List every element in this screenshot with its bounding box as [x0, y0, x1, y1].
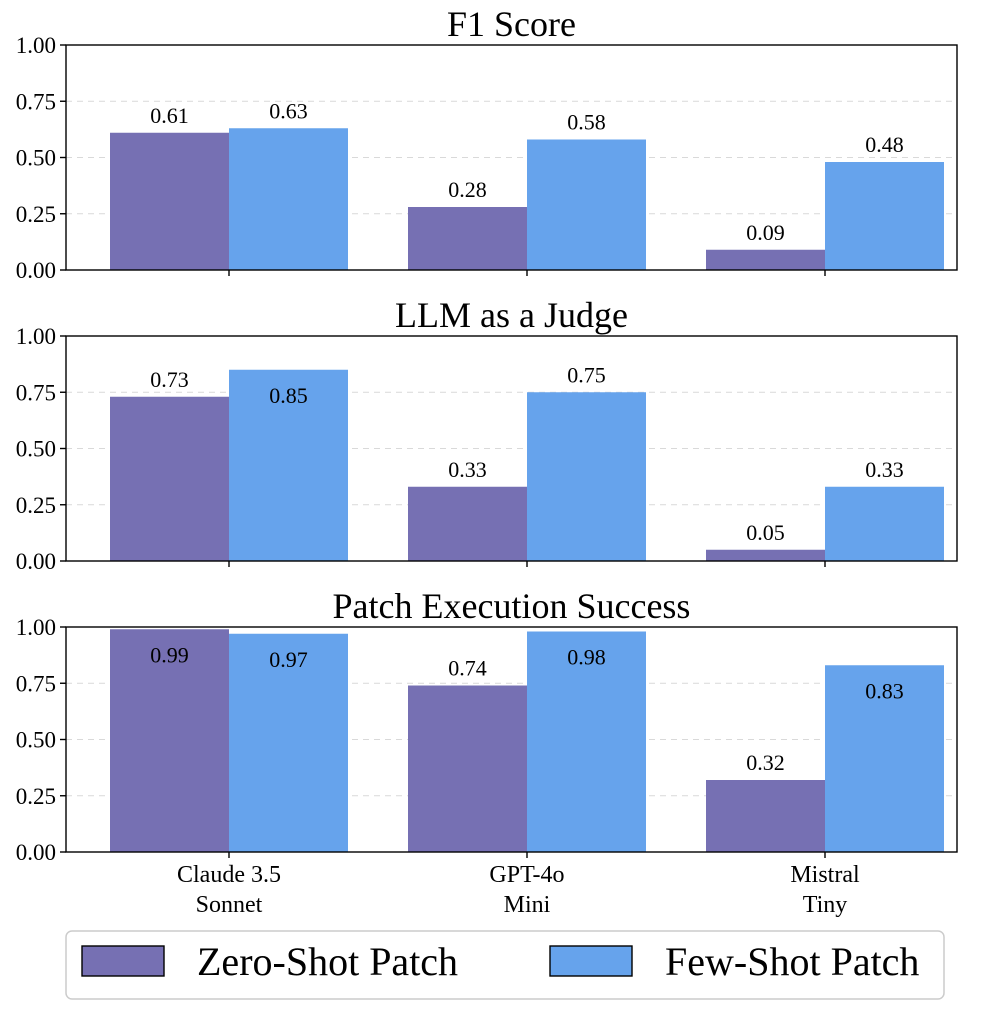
bar-zero-shot-1 [110, 132, 229, 270]
y-tick-label: 0.25 [16, 784, 56, 809]
data-label: 0.83 [865, 678, 904, 703]
bar-few-shot-1 [229, 128, 348, 270]
y-tick-label: 1.00 [16, 33, 56, 58]
data-label: 0.73 [150, 367, 189, 392]
data-label: 0.33 [865, 457, 904, 482]
data-label: 0.09 [746, 220, 785, 245]
data-label: 0.85 [269, 383, 308, 408]
data-label: 0.32 [746, 750, 785, 775]
y-tick-label: 0.50 [16, 146, 56, 171]
data-label: 0.74 [448, 656, 487, 681]
bar-zero-shot-2 [408, 486, 527, 561]
y-tick-label: 0.75 [16, 671, 56, 696]
bar-few-shot-1 [229, 633, 348, 852]
chart-panel-1: 0.61 0.28 0.09 0.63 0.58 0.48 0.00 0.25 0.50 0.75… [16, 4, 958, 283]
y-tick-label: 1.00 [16, 615, 56, 640]
bar-zero-shot-2 [408, 685, 527, 852]
legend-swatch-zero-shot [81, 945, 165, 977]
data-label: 0.58 [567, 110, 606, 135]
legend-label: Zero-Shot Patch [197, 939, 458, 984]
y-tick-label: 0.00 [16, 258, 56, 283]
y-tick-label: 0.00 [16, 549, 56, 574]
y-tick-label: 0.00 [16, 840, 56, 865]
bar-zero-shot-3 [706, 249, 825, 270]
y-tick-label: 1.00 [16, 324, 56, 349]
bar-zero-shot-3 [706, 780, 825, 852]
bar-few-shot-1 [229, 369, 348, 561]
bar-few-shot-2 [527, 139, 646, 270]
bar-zero-shot-1 [110, 396, 229, 561]
legend-label: Few-Shot Patch [665, 939, 919, 984]
bar-zero-shot-1 [110, 629, 229, 852]
data-label: 0.48 [865, 132, 904, 157]
y-tick-label: 0.75 [16, 89, 56, 114]
chart-panel-3: 0.99 0.74 0.32 0.97 0.98 0.83 0.00 0.25 0.50 0.75… [16, 586, 958, 865]
data-label: 0.28 [448, 177, 487, 202]
panel-title: Patch Execution Success [333, 586, 691, 626]
bar-few-shot-2 [527, 392, 646, 561]
bar-few-shot-3 [825, 486, 944, 561]
data-label: 0.33 [448, 457, 487, 482]
data-label: 0.75 [567, 362, 606, 387]
y-tick-label: 0.75 [16, 380, 56, 405]
data-label: 0.99 [150, 642, 189, 667]
data-label: 0.63 [269, 98, 308, 123]
legend-swatch-few-shot [549, 945, 633, 977]
x-tick-label: Mistral Tiny [790, 862, 860, 918]
y-tick-label: 0.50 [16, 728, 56, 753]
chart-panel-2: 0.73 0.33 0.05 0.85 0.75 0.33 0.00 0.25 0.50 0.75… [16, 295, 958, 574]
legend-frame [65, 930, 945, 1000]
bar-few-shot-2 [527, 631, 646, 852]
x-tick-label: Claude 3.5 Sonnet [177, 862, 281, 918]
data-label: 0.61 [150, 103, 189, 128]
data-label: 0.97 [269, 647, 308, 672]
bar-few-shot-3 [825, 162, 944, 270]
bar-zero-shot-3 [706, 549, 825, 561]
panel-title: LLM as a Judge [395, 295, 628, 335]
legend: Zero-Shot Patch Few-Shot Patch [65, 930, 945, 1000]
data-label: 0.98 [567, 645, 606, 670]
bar-few-shot-3 [825, 665, 944, 852]
y-tick-label: 0.50 [16, 437, 56, 462]
y-tick-label: 0.25 [16, 493, 56, 518]
x-tick-label: GPT-4o Mini [489, 862, 564, 918]
bar-zero-shot-2 [408, 207, 527, 270]
data-label: 0.05 [746, 520, 785, 545]
y-tick-label: 0.25 [16, 202, 56, 227]
panel-title: F1 Score [447, 4, 576, 44]
